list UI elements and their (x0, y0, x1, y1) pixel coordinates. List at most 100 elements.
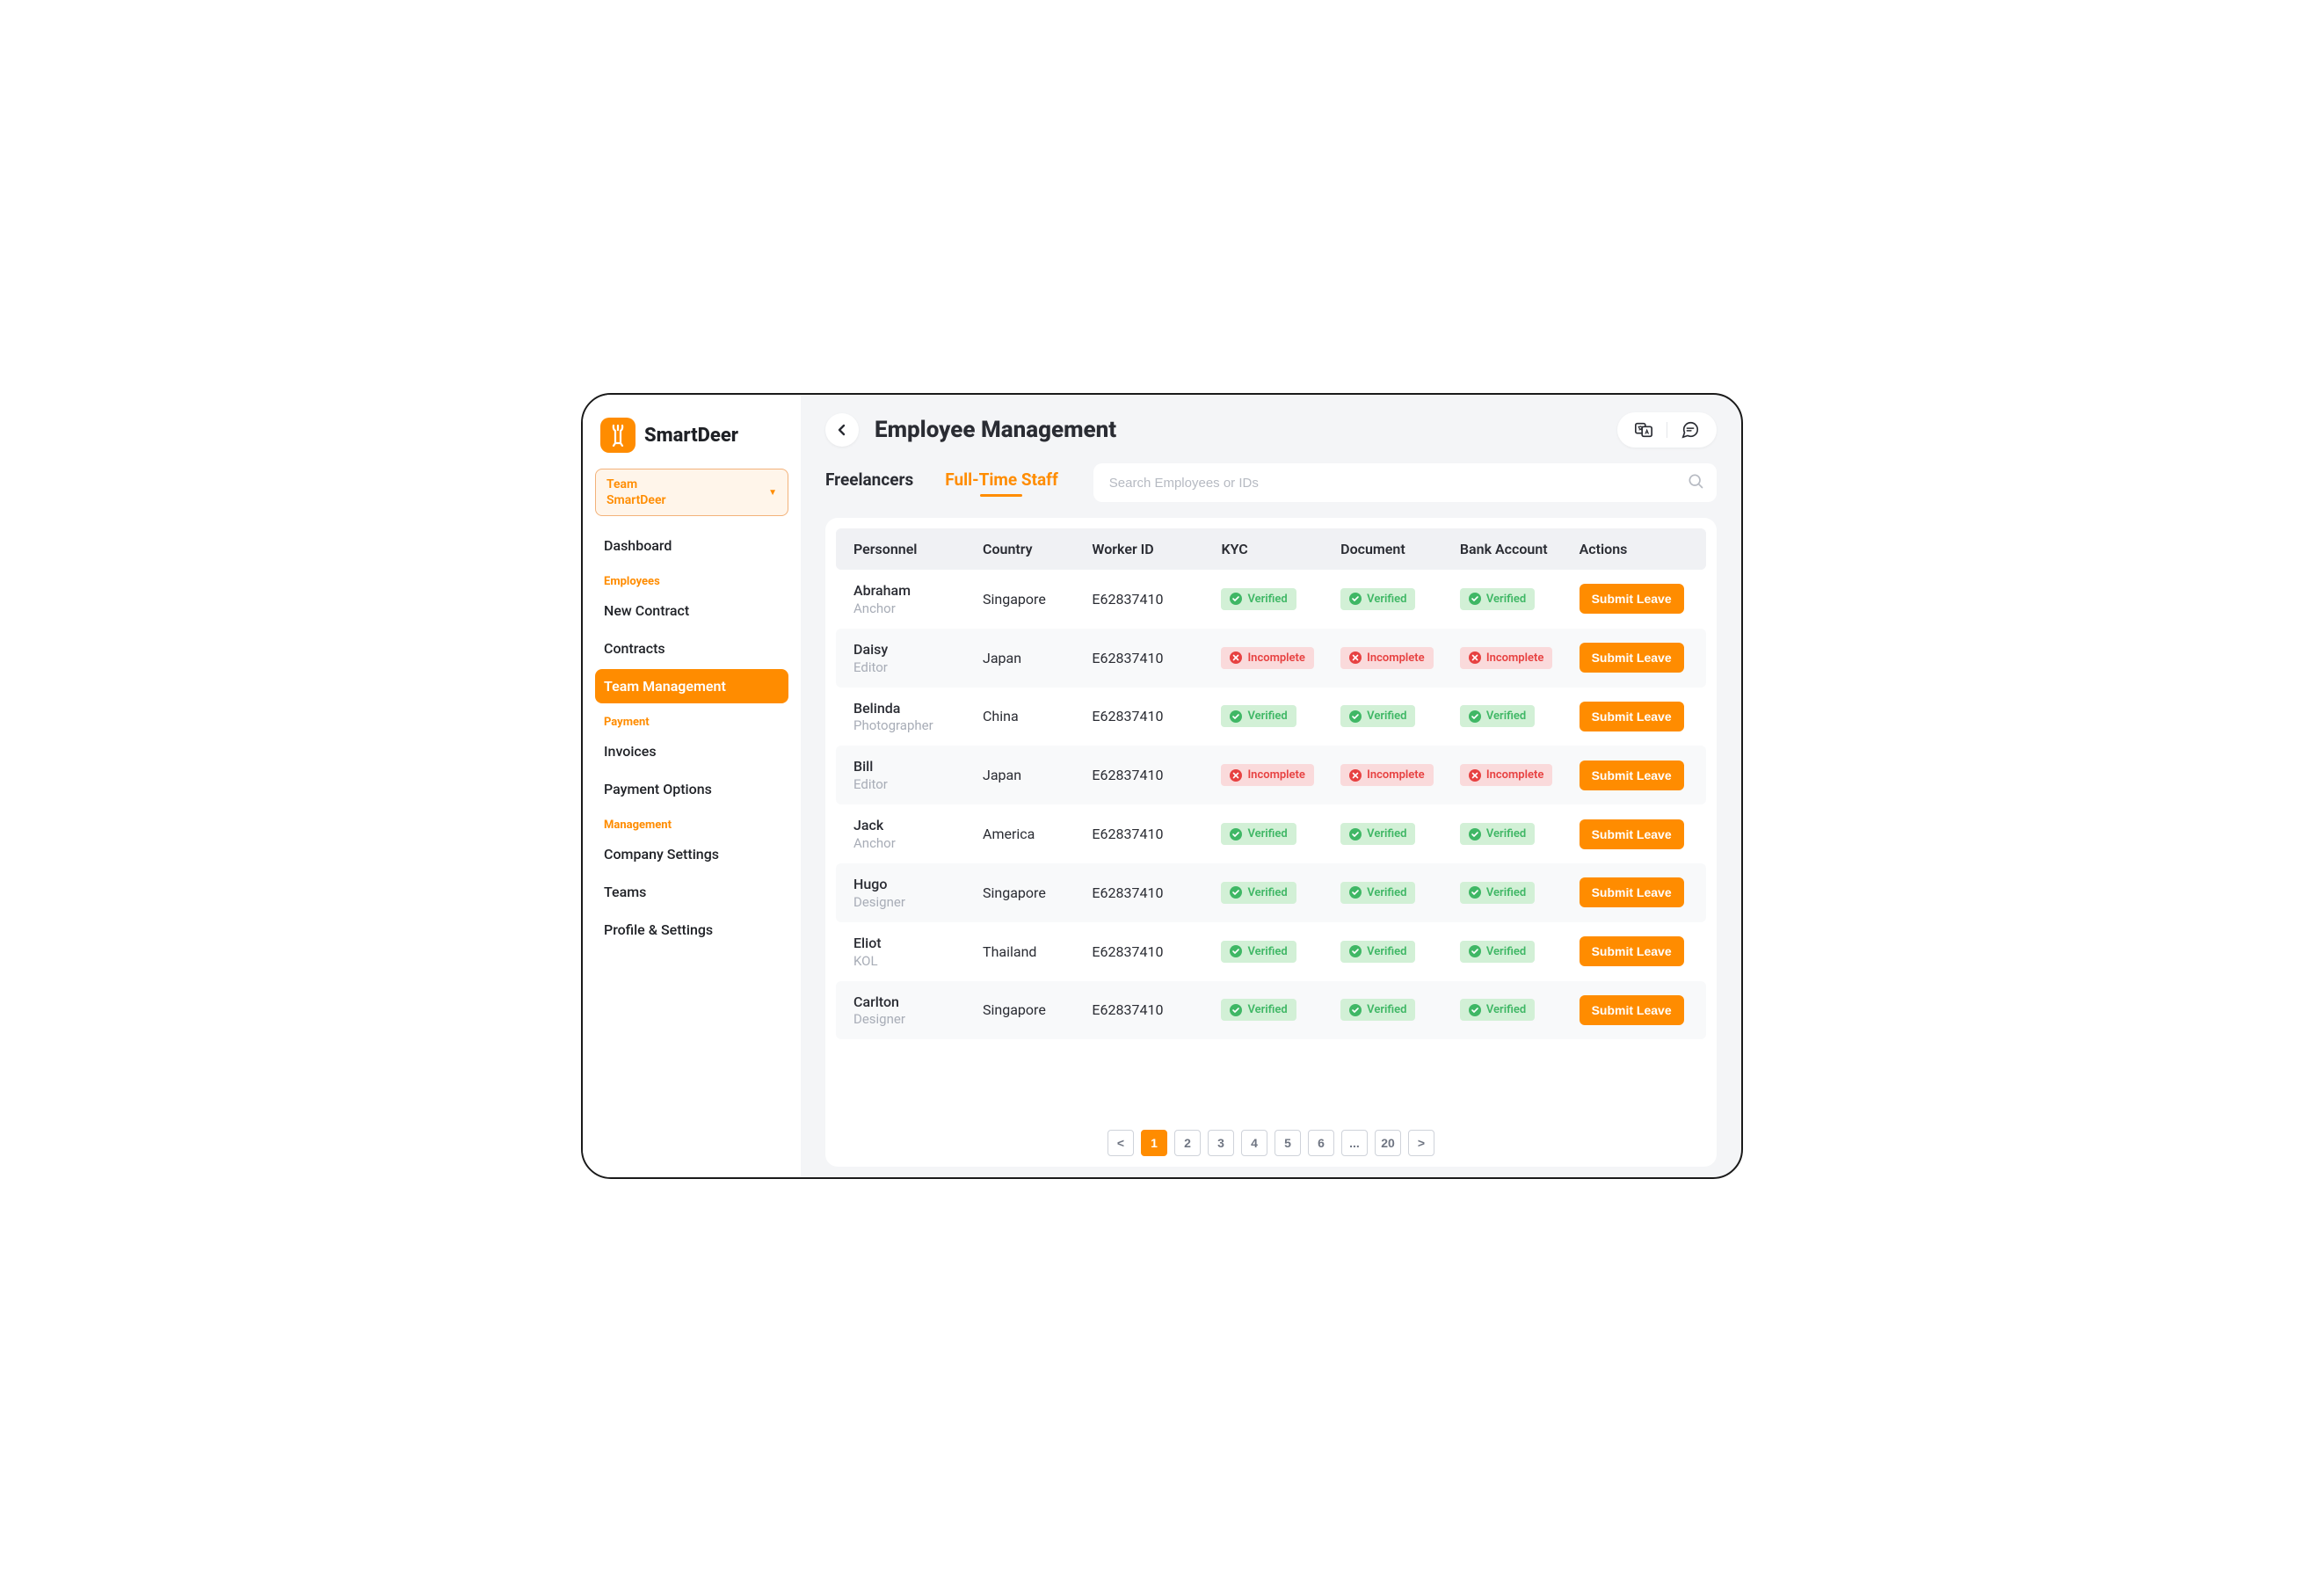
x-circle-icon (1349, 651, 1362, 664)
bank-cell: Verified (1460, 882, 1580, 904)
nav-item[interactable]: Profile & Settings (595, 913, 788, 947)
chat-icon[interactable] (1680, 419, 1701, 440)
actions-cell: Submit Leave (1580, 877, 1689, 907)
employee-role: Anchor (853, 600, 983, 616)
employee-name: Belinda (853, 700, 983, 718)
employee-table: PersonnelCountryWorker IDKYCDocumentBank… (825, 518, 1717, 1167)
x-circle-icon (1469, 769, 1481, 782)
verified-badge: Verified (1221, 588, 1296, 610)
search-input[interactable] (1093, 463, 1717, 502)
kyc-cell: Verified (1221, 999, 1340, 1021)
table-row: JackAnchorAmericaE62837410VerifiedVerifi… (836, 804, 1706, 863)
verified-badge: Verified (1460, 588, 1535, 610)
translate-icon[interactable] (1633, 419, 1654, 440)
submit-leave-button[interactable]: Submit Leave (1580, 643, 1684, 673)
team-selector[interactable]: Team SmartDeer ▼ (595, 469, 788, 516)
table-body: AbrahamAnchorSingaporeE62837410VerifiedV… (836, 570, 1706, 1119)
check-circle-icon (1349, 828, 1362, 841)
verified-badge: Verified (1460, 941, 1535, 963)
verified-badge: Verified (1460, 999, 1535, 1021)
country-cell: Singapore (983, 591, 1092, 608)
page-number[interactable]: 2 (1174, 1130, 1201, 1156)
submit-leave-button[interactable]: Submit Leave (1580, 936, 1684, 966)
actions-cell: Submit Leave (1580, 761, 1689, 790)
nav-item[interactable]: New Contract (595, 593, 788, 628)
nav-item[interactable]: Dashboard (595, 528, 788, 563)
country-cell: America (983, 826, 1092, 842)
page-ellipsis[interactable]: ... (1341, 1130, 1368, 1156)
country-cell: Japan (983, 767, 1092, 783)
column-header: Country (983, 541, 1092, 557)
tab[interactable]: Freelancers (825, 469, 913, 497)
employee-name: Carlton (853, 993, 983, 1012)
country-cell: Singapore (983, 1001, 1092, 1018)
nav-item[interactable]: Contracts (595, 631, 788, 666)
column-header: Actions (1580, 541, 1689, 557)
actions-cell: Submit Leave (1580, 643, 1689, 673)
bank-cell: Verified (1460, 588, 1580, 610)
verified-badge: Verified (1340, 941, 1415, 963)
table-row: AbrahamAnchorSingaporeE62837410VerifiedV… (836, 570, 1706, 629)
check-circle-icon (1469, 945, 1481, 957)
table-row: DaisyEditorJapanE62837410IncompleteIncom… (836, 629, 1706, 688)
employee-role: Photographer (853, 717, 983, 733)
search-icon[interactable] (1687, 472, 1704, 493)
personnel-cell: JackAnchor (853, 817, 983, 851)
nav-item[interactable]: Team Management (595, 669, 788, 703)
personnel-cell: HugoDesigner (853, 876, 983, 910)
column-header: Personnel (853, 541, 983, 557)
check-circle-icon (1349, 710, 1362, 723)
submit-leave-button[interactable]: Submit Leave (1580, 761, 1684, 790)
page-number[interactable]: 6 (1308, 1130, 1334, 1156)
check-circle-icon (1230, 710, 1242, 723)
nav-item[interactable]: Invoices (595, 734, 788, 768)
verified-badge: Verified (1460, 705, 1535, 727)
submit-leave-button[interactable]: Submit Leave (1580, 995, 1684, 1025)
incomplete-badge: Incomplete (1221, 647, 1313, 669)
page-number[interactable]: 1 (1141, 1130, 1167, 1156)
page-number[interactable]: 3 (1208, 1130, 1234, 1156)
page-number[interactable]: 4 (1241, 1130, 1267, 1156)
verified-badge: Verified (1221, 882, 1296, 904)
country-cell: Japan (983, 650, 1092, 666)
submit-leave-button[interactable]: Submit Leave (1580, 819, 1684, 849)
tab[interactable]: Full-Time Staff (945, 469, 1058, 497)
worker-id-cell: E62837410 (1092, 708, 1221, 724)
pagination: <123456... 20 > (836, 1119, 1706, 1156)
kyc-cell: Verified (1221, 823, 1340, 845)
page-prev[interactable]: < (1108, 1130, 1134, 1156)
brand-name: SmartDeer (644, 425, 738, 447)
nav-item[interactable]: Payment Options (595, 772, 788, 806)
worker-id-cell: E62837410 (1092, 1001, 1221, 1018)
back-button[interactable] (825, 413, 859, 447)
submit-leave-button[interactable]: Submit Leave (1580, 877, 1684, 907)
bank-cell: Verified (1460, 999, 1580, 1021)
table-row: BillEditorJapanE62837410IncompleteIncomp… (836, 746, 1706, 804)
column-header: Bank Account (1460, 541, 1580, 557)
verified-badge: Verified (1340, 823, 1415, 845)
table-row: BelindaPhotographerChinaE62837410Verifie… (836, 688, 1706, 746)
page-next[interactable]: > (1408, 1130, 1434, 1156)
personnel-cell: DaisyEditor (853, 641, 983, 675)
bank-cell: Incomplete (1460, 764, 1580, 786)
nav-item[interactable]: Company Settings (595, 837, 788, 871)
verified-badge: Verified (1221, 823, 1296, 845)
submit-leave-button[interactable]: Submit Leave (1580, 702, 1684, 731)
country-cell: Singapore (983, 884, 1092, 901)
nav-item[interactable]: Teams (595, 875, 788, 909)
check-circle-icon (1230, 828, 1242, 841)
employee-role: Editor (853, 659, 983, 675)
check-circle-icon (1349, 945, 1362, 957)
kyc-cell: Verified (1221, 705, 1340, 727)
submit-leave-button[interactable]: Submit Leave (1580, 584, 1684, 614)
actions-cell: Submit Leave (1580, 584, 1689, 614)
incomplete-badge: Incomplete (1221, 764, 1313, 786)
page-number[interactable]: 5 (1275, 1130, 1301, 1156)
document-cell: Verified (1340, 823, 1460, 845)
main: Employee Management (801, 395, 1741, 1177)
page-number[interactable]: 20 (1375, 1130, 1401, 1156)
sidebar-nav: DashboardEmployeesNew ContractContractsT… (595, 528, 788, 947)
country-cell: China (983, 708, 1092, 724)
table-row: EliotKOLThailandE62837410VerifiedVerifie… (836, 922, 1706, 981)
worker-id-cell: E62837410 (1092, 943, 1221, 960)
